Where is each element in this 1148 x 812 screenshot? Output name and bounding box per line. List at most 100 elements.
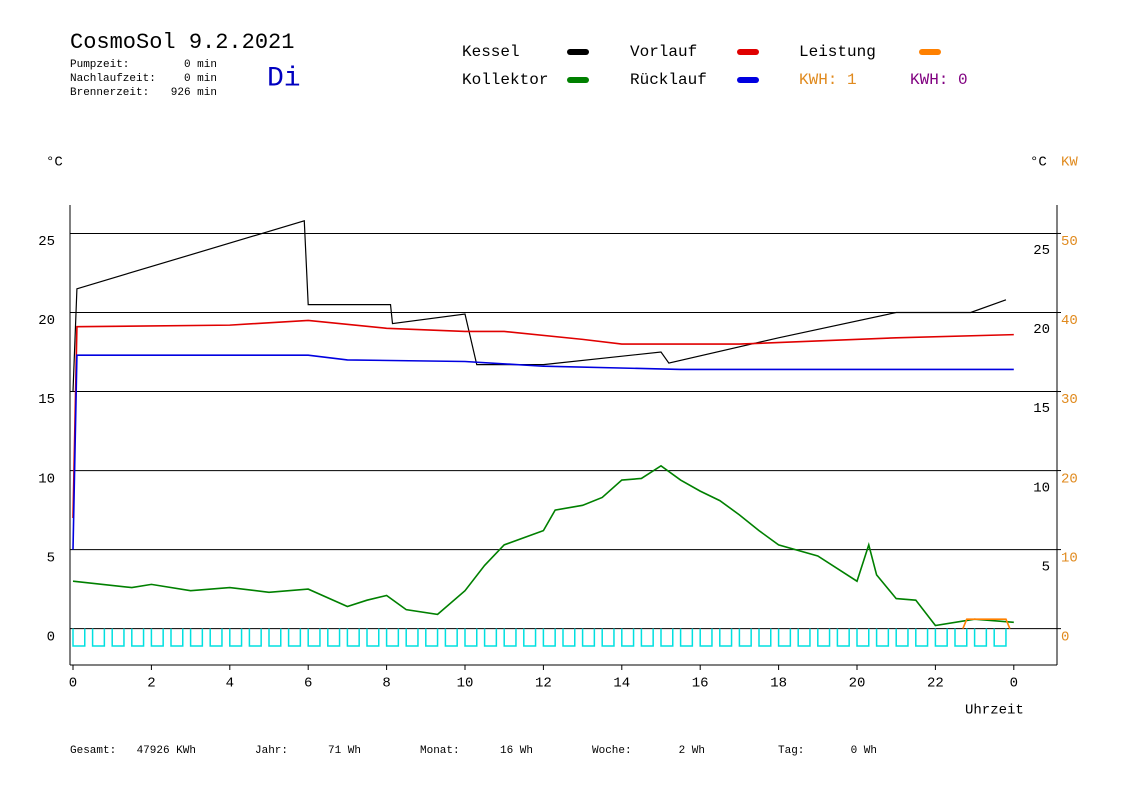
y-tick-label-right: 25 (1033, 243, 1050, 259)
pulse (621, 628, 635, 647)
y-tick-label-right: 15 (1033, 401, 1050, 417)
pulse (346, 628, 360, 647)
pulse (483, 628, 498, 647)
pulse (307, 628, 321, 647)
y2-tick-label: 0 (1061, 629, 1069, 645)
x-tick-label: 4 (226, 676, 234, 692)
pulse (111, 628, 125, 647)
pulse (248, 628, 262, 647)
pulse (425, 628, 439, 647)
pulse (562, 628, 576, 647)
total-label: Jahr: (255, 745, 288, 757)
pulse (581, 628, 596, 647)
total-label: Woche: (592, 745, 632, 757)
total-label: Gesamt: (70, 745, 116, 757)
series-line (962, 618, 1011, 629)
x-tick-label: 12 (535, 676, 552, 692)
y-tick-label: 5 (47, 550, 55, 566)
pulse (660, 628, 674, 647)
y2-tick-label: 40 (1061, 313, 1078, 329)
pulse (797, 628, 811, 647)
pulse (758, 628, 772, 647)
pulse (836, 628, 850, 647)
series-line (72, 464, 1014, 627)
x-tick-label: 8 (382, 676, 390, 692)
pulse (189, 628, 204, 647)
stat-value: 0 min (184, 59, 217, 71)
y-tick-label: 10 (38, 471, 55, 487)
legend-label: Vorlauf (630, 43, 697, 61)
x-tick-label: 0 (69, 676, 77, 692)
pulse (777, 628, 792, 647)
pulse (699, 628, 713, 647)
pulse (954, 628, 968, 647)
pulse (464, 628, 478, 647)
pulse (934, 628, 948, 647)
stat-value: 0 min (184, 73, 217, 85)
pulse (91, 628, 106, 647)
x-tick-label: 22 (927, 676, 944, 692)
total-value: 16 Wh (500, 745, 533, 757)
y-unit: °C (46, 155, 63, 171)
pulse (875, 628, 890, 647)
legend-label: Kollektor (462, 71, 548, 89)
x-tick-label: 20 (849, 676, 866, 692)
total-value: 47926 KWh (137, 745, 196, 757)
pulse (444, 628, 458, 647)
day: Di (267, 63, 301, 94)
y-tick-label-right: 10 (1033, 480, 1050, 496)
pulse (719, 628, 733, 647)
y2-tick-label: 30 (1061, 392, 1078, 408)
legend-label: Leistung (799, 43, 876, 61)
total-value: 2 Wh (679, 745, 705, 757)
total-label: Tag: (778, 745, 804, 757)
pulse (640, 628, 654, 647)
pulse (542, 628, 556, 647)
pulse (601, 628, 615, 647)
x-tick-label: 10 (457, 676, 474, 692)
pulse (268, 628, 282, 647)
y2-tick-label: 20 (1061, 471, 1078, 487)
y-unit-right: °C (1030, 155, 1047, 171)
pulse (817, 628, 831, 647)
series-line (72, 220, 1007, 392)
x-axis-label: Uhrzeit (965, 703, 1024, 719)
y-tick-label-right: 20 (1033, 322, 1050, 338)
pulse (150, 628, 164, 647)
pulse (915, 628, 929, 647)
pulse (385, 628, 400, 647)
pulse (856, 628, 870, 647)
chart-title: CosmoSol 9.2.2021 (70, 30, 294, 55)
pulse (679, 628, 694, 647)
x-tick-label: 18 (770, 676, 787, 692)
total-label: Monat: (420, 745, 460, 757)
pulse (523, 628, 537, 647)
y-tick-label: 15 (38, 392, 55, 408)
pulse (503, 628, 517, 647)
legend-label: Rücklauf (630, 71, 707, 89)
x-tick-label: 6 (304, 676, 312, 692)
pulse (327, 628, 341, 647)
x-tick-label: 16 (692, 676, 709, 692)
x-tick-label: 14 (613, 676, 630, 692)
y2-unit: KW (1061, 155, 1078, 171)
x-tick-label: 0 (1010, 676, 1018, 692)
pulse (973, 628, 988, 647)
x-tick-label: 2 (147, 676, 155, 692)
pulse (366, 628, 380, 647)
total-value: 0 Wh (851, 745, 877, 757)
total-value: 71 Wh (328, 745, 361, 757)
y-tick-label-right: 5 (1042, 559, 1050, 575)
pulse (72, 628, 86, 647)
series-line (72, 354, 1014, 550)
pulse (131, 628, 145, 647)
pulse (993, 628, 1007, 647)
y2-tick-label: 50 (1061, 234, 1078, 250)
stat-label: Pumpzeit: (70, 59, 129, 71)
legend-label: Kessel (462, 43, 520, 61)
stat-label: Nachlaufzeit: (70, 73, 156, 85)
kwh-label: KWH: 1 (799, 71, 857, 89)
pulse (287, 628, 302, 647)
y2-tick-label: 10 (1061, 550, 1078, 566)
